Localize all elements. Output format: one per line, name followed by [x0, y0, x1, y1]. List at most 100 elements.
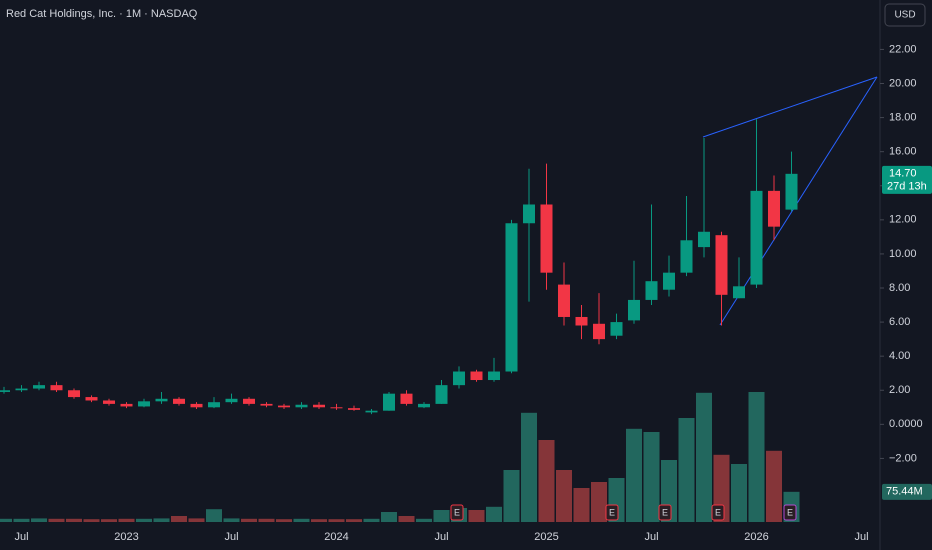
candle-body — [208, 402, 220, 408]
volume-bar — [48, 518, 65, 522]
last-price-label: 14.70 — [889, 168, 917, 180]
volume-bar — [31, 518, 47, 522]
candle-body — [628, 299, 640, 321]
chart-title: Red Cat Holdings, Inc. · 1M · NASDAQ — [6, 8, 198, 20]
candle-body — [663, 272, 675, 290]
volume-bar — [13, 518, 30, 522]
volume-bar — [83, 519, 100, 522]
currency-button[interactable] — [884, 3, 926, 27]
volume-bar — [241, 518, 257, 522]
y-tick-label: 12.00 — [889, 214, 917, 226]
candle-body — [120, 403, 133, 407]
volume-bar — [311, 519, 327, 522]
candle-body — [785, 173, 798, 210]
candle-body — [680, 240, 693, 273]
x-tick-label: 2023 — [114, 531, 138, 543]
earnings-markers: E E E E E — [450, 504, 797, 521]
volume-bar — [206, 509, 222, 522]
volume-bar — [363, 518, 380, 522]
volume-bar — [556, 470, 572, 522]
candle-body — [610, 322, 623, 336]
candle-body — [85, 397, 98, 401]
volume-bar — [521, 412, 537, 522]
last-price-badge — [882, 165, 932, 194]
y-tick-label: 0.0000 — [889, 418, 923, 430]
earnings-label: E — [715, 507, 721, 517]
volume-bar — [503, 470, 520, 522]
x-tick-label: Jul — [644, 531, 658, 543]
x-tick-label: Jul — [434, 531, 448, 543]
y-tick-label: 16.00 — [889, 146, 917, 158]
candle-body — [750, 190, 763, 285]
candle-body — [68, 390, 80, 398]
volume-bar — [118, 518, 135, 522]
last-volume-badge — [882, 483, 932, 500]
candle-body — [313, 404, 325, 408]
volume-bar — [486, 506, 502, 522]
y-tick-label: −2.00 — [889, 452, 917, 464]
candle-body — [418, 403, 430, 408]
volume-bar — [696, 392, 712, 522]
earnings-label: E — [662, 507, 668, 517]
volume-bar — [626, 428, 642, 522]
x-tick-label: 2024 — [324, 531, 348, 543]
x-tick-label: 2026 — [744, 531, 768, 543]
y-tick-label: 4.00 — [889, 350, 910, 362]
y-tick-label: 6.00 — [889, 316, 910, 328]
candle-body — [383, 393, 395, 411]
volume-bar — [381, 512, 397, 522]
candle-body — [523, 204, 535, 224]
candle-body — [733, 286, 745, 299]
earnings-marker[interactable]: E — [605, 504, 619, 521]
earnings-marker[interactable]: E — [711, 504, 725, 521]
candle-body — [575, 316, 588, 326]
candle-body — [190, 403, 203, 408]
candle-body — [453, 371, 465, 386]
volume-bar — [538, 440, 555, 522]
candle-body — [435, 385, 448, 404]
candle-body — [400, 393, 413, 404]
volume-bar — [433, 510, 450, 522]
candle-body — [540, 204, 553, 273]
volume-bar — [591, 482, 607, 522]
earnings-marker[interactable]: E — [783, 504, 797, 521]
y-tick-label: 10.00 — [889, 248, 917, 260]
volume-bar — [766, 450, 782, 522]
volume-bar — [136, 518, 152, 522]
volume-bar — [293, 518, 310, 522]
candle-body — [698, 231, 710, 248]
volume-bar — [188, 518, 205, 522]
y-tick-label: 18.00 — [889, 111, 917, 123]
y-tick-label: 22.00 — [889, 43, 917, 55]
volume-bar — [0, 518, 12, 522]
candle-body — [155, 398, 168, 402]
volume-bar — [276, 519, 292, 522]
candle-body — [365, 410, 378, 413]
trend-line — [702, 76, 878, 138]
earnings-marker[interactable]: E — [450, 504, 464, 521]
candle-body — [243, 398, 255, 404]
candle-body — [0, 390, 10, 392]
earnings-marker[interactable]: E — [658, 504, 672, 521]
y-tick-label: 20.00 — [889, 77, 917, 89]
last-volume-label: 75.44M — [886, 486, 923, 498]
candle-body — [225, 398, 238, 403]
candle-body — [33, 385, 45, 389]
volume-bar — [416, 518, 432, 522]
candle-body — [15, 388, 28, 391]
currency-label[interactable]: USD — [894, 10, 915, 21]
volume-bar — [101, 519, 117, 522]
y-tick-label: 8.00 — [889, 282, 910, 294]
volume-bar — [731, 464, 747, 522]
candle-body — [488, 371, 500, 381]
volume-bar — [223, 518, 240, 522]
volume-bar — [398, 516, 415, 522]
volume-bar — [153, 518, 170, 522]
x-tick-label: Jul — [854, 531, 868, 543]
volume-bar — [643, 432, 660, 522]
countdown-label: 27d 13h — [887, 181, 927, 193]
candle-body — [173, 398, 185, 404]
earnings-label: E — [454, 507, 460, 517]
